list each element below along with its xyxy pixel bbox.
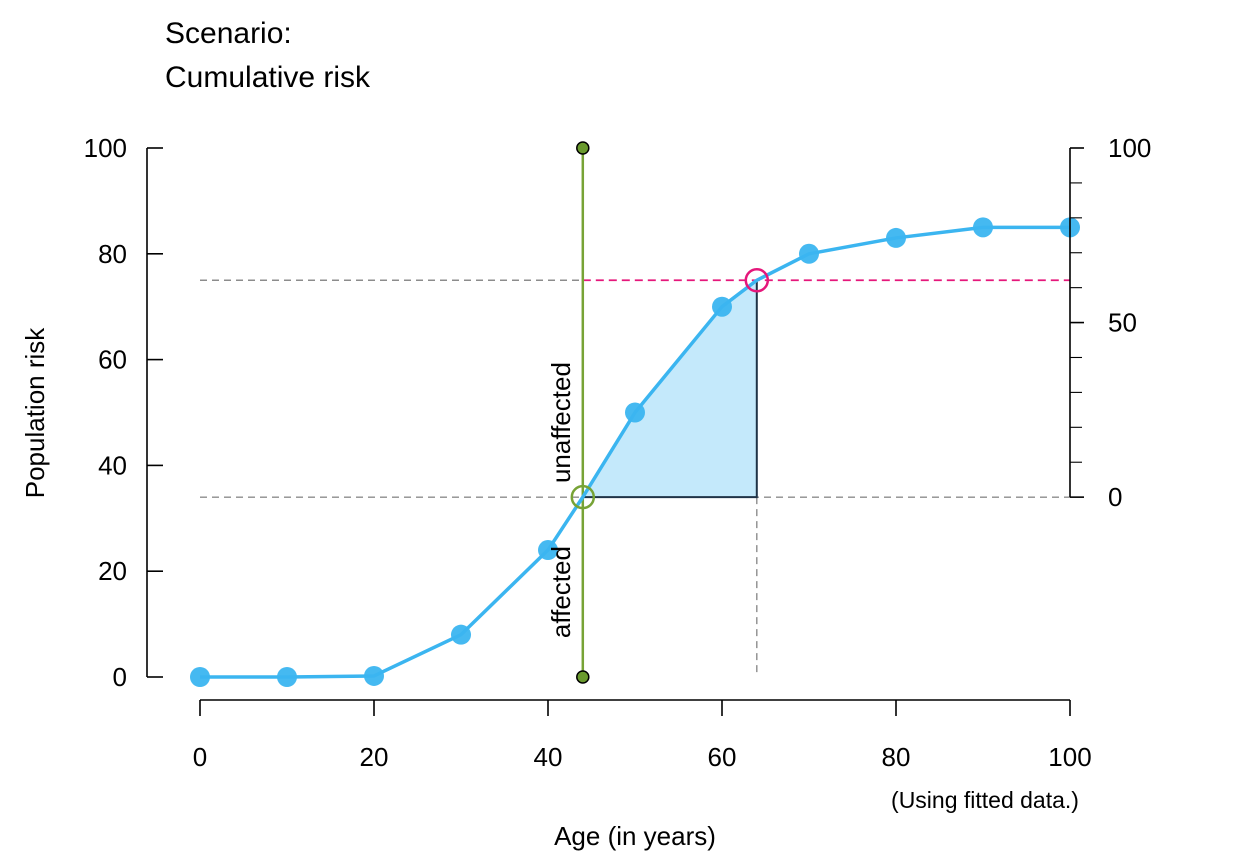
scenario-markers	[570, 268, 770, 510]
x-axis-title: Age (in years)	[554, 821, 716, 851]
y-tick-label: 100	[84, 133, 127, 163]
right-axis-tick-label: 100	[1108, 133, 1151, 163]
y-tick-label: 20	[98, 556, 127, 586]
age-line-top-dot	[576, 141, 590, 155]
affected-label: affected	[546, 546, 576, 638]
scenario-age-line	[576, 141, 590, 684]
data-point	[799, 243, 819, 264]
risk-curve	[190, 217, 1080, 687]
unaffected-label: unaffected	[546, 362, 576, 483]
scenario-area-polygon	[581, 278, 758, 499]
axes: 0 20 40 60 80 100 0 20 40 60 80 100 0 50 100	[84, 133, 1152, 772]
x-tick-label: 20	[360, 742, 389, 772]
data-point	[277, 667, 297, 687]
data-point	[364, 665, 384, 686]
chart-title: Scenario:	[165, 17, 292, 50]
y-axis-title: Population risk	[20, 327, 50, 499]
y-tick-label: 40	[98, 450, 127, 480]
scenario-area	[581, 278, 758, 499]
data-point	[190, 667, 210, 687]
right-axis-tick-label: 0	[1108, 482, 1122, 512]
data-point	[973, 217, 993, 238]
x-tick-label: 80	[882, 742, 911, 772]
data-point	[451, 624, 471, 645]
start-point-marker	[570, 484, 596, 510]
data-point	[712, 296, 732, 317]
y-tick-label: 60	[98, 345, 127, 375]
y-tick-label: 0	[113, 662, 127, 692]
data-point	[625, 402, 645, 423]
right-axis-tick-label: 50	[1108, 308, 1137, 338]
x-tick-label: 40	[534, 742, 563, 772]
data-point	[538, 540, 558, 561]
data-point	[886, 227, 906, 248]
scenario-labels: unaffected affected	[546, 362, 576, 638]
x-tick-label: 100	[1048, 742, 1091, 772]
age-line-bottom-dot	[576, 670, 590, 684]
y-tick-label: 80	[98, 239, 127, 269]
x-tick-label: 60	[708, 742, 737, 772]
chart-subtitle: Cumulative risk	[165, 61, 371, 94]
end-point-marker	[744, 268, 770, 293]
fitted-data-note: (Using fitted data.)	[891, 787, 1079, 813]
x-tick-label: 0	[193, 742, 207, 772]
